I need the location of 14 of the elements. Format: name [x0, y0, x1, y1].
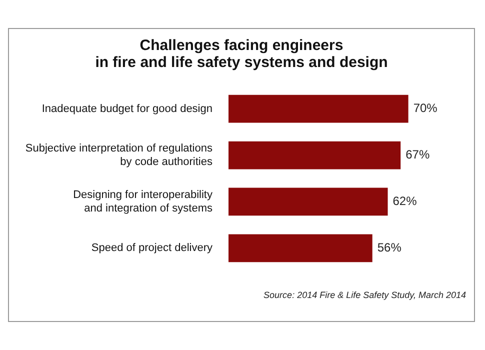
bar: [228, 141, 401, 170]
source-note: Source: 2014 Fire & Life Safety Study, March 2014: [262, 290, 467, 300]
chart-title: Challenges facing engineers in fire and life safety systems and design: [94, 37, 389, 71]
bar: [228, 94, 408, 123]
data-label: 62%: [392, 194, 418, 208]
data-label: 70%: [413, 101, 438, 116]
y-tick-label: Speed of project delivery: [91, 242, 213, 254]
y-tick-label: Inadequate budget for good design: [42, 102, 212, 115]
y-tick-label: Designing for interoperability and integration of systems: [73, 189, 213, 214]
bar: [228, 234, 372, 262]
data-label: 67%: [406, 148, 430, 162]
y-tick-label: Subjective interpretation of regulations by code authorities: [25, 142, 213, 168]
bar: [228, 188, 388, 216]
data-label: 56%: [377, 240, 402, 254]
